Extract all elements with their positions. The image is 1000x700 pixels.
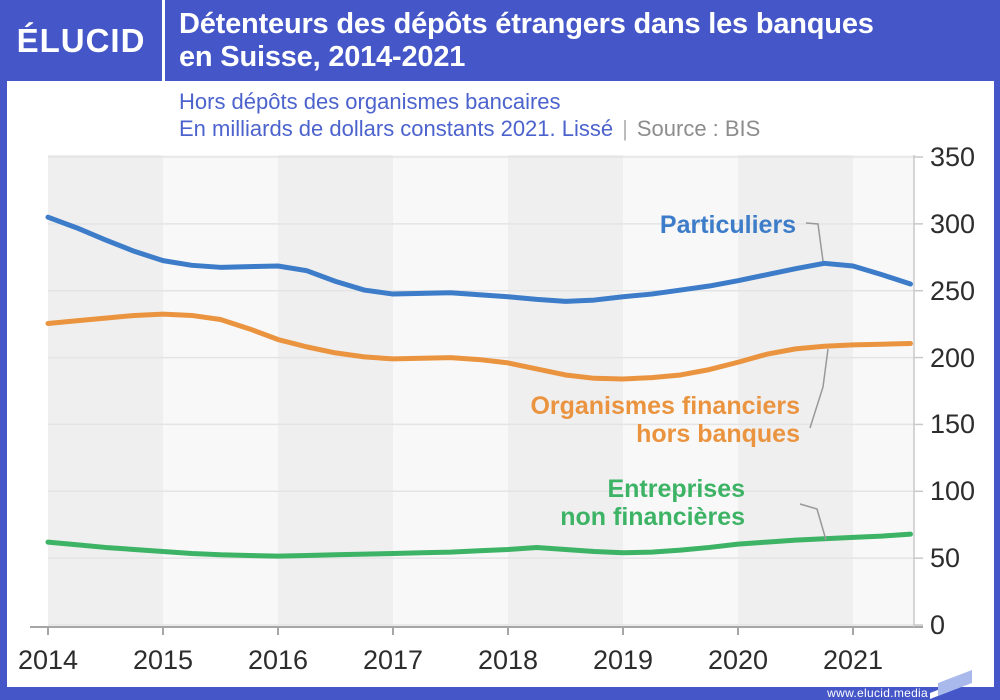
source-note: Source : BIS — [636, 116, 761, 141]
x-tick-label-2015: 2015 — [132, 645, 194, 675]
year-band-2018 — [508, 155, 623, 625]
subtitle-line-2: En milliards de dollars constants 2021. … — [179, 115, 760, 142]
source-separator: | — [622, 116, 628, 141]
y-tick-label-0: 0 — [930, 610, 946, 640]
y-tick-label-50: 50 — [930, 543, 961, 574]
title-line-1: Détenteurs des dépôts étrangers dans les… — [179, 8, 874, 40]
x-tick-label-2019: 2019 — [592, 645, 654, 675]
chart-line-particuliers — [45, 214, 913, 304]
series-label-entreprises: Entreprises non financières — [560, 475, 745, 531]
callout-organismes-financiers — [809, 348, 829, 429]
unit-note: En milliards de dollars constants 2021. … — [179, 116, 614, 141]
footer-url: www.elucid.media — [827, 686, 928, 700]
x-tick-label-2017: 2017 — [362, 645, 424, 675]
year-band-2021 — [853, 155, 914, 625]
x-tick-label-2020: 2020 — [707, 645, 769, 675]
callout-particuliers — [805, 222, 824, 262]
footer-bar: www.elucid.media — [0, 670, 1000, 700]
y-tick-label-300: 300 — [930, 208, 976, 239]
chart-line-entreprises — [45, 531, 913, 559]
chart-line-organismes-financiers — [45, 311, 913, 382]
x-tick-label-2021: 2021 — [822, 645, 884, 675]
left-border — [0, 81, 7, 700]
year-band-2016 — [278, 155, 393, 625]
x-tick-label-2018: 2018 — [477, 645, 539, 675]
y-tick-label-100: 100 — [930, 476, 976, 507]
year-band-2020 — [738, 155, 853, 625]
subtitle-line-1: Hors dépôts des organismes bancaires — [179, 89, 561, 114]
y-tick-label-350: 350 — [930, 142, 976, 172]
elucid-flag-icon — [930, 670, 972, 699]
elucid-logo: ÉLUCID — [0, 0, 162, 81]
title-line-2: en Suisse, 2014-2021 — [179, 41, 466, 73]
elucid-logo-text: ÉLUCID — [16, 21, 146, 59]
year-band-2015 — [163, 155, 278, 625]
x-tick-label-2014: 2014 — [17, 645, 79, 675]
header-separator — [162, 0, 165, 81]
chart-subtitle: Hors dépôts des organismes bancaires En … — [179, 88, 760, 142]
y-tick-label-250: 250 — [930, 275, 976, 306]
series-label-particuliers: Particuliers — [659, 211, 797, 239]
right-border — [994, 0, 1000, 700]
x-tick-label-2016: 2016 — [247, 645, 309, 675]
y-tick-label-200: 200 — [930, 342, 976, 373]
y-tick-label-150: 150 — [930, 409, 976, 440]
page-title: Détenteurs des dépôts étrangers dans les… — [179, 8, 994, 74]
callout-entreprises — [799, 503, 827, 541]
series-label-organismes-financiers: Organismes financiers hors banques — [530, 392, 800, 448]
year-band-2017 — [393, 155, 508, 625]
header: ÉLUCID Détenteurs des dépôts étrangers d… — [0, 0, 1000, 81]
